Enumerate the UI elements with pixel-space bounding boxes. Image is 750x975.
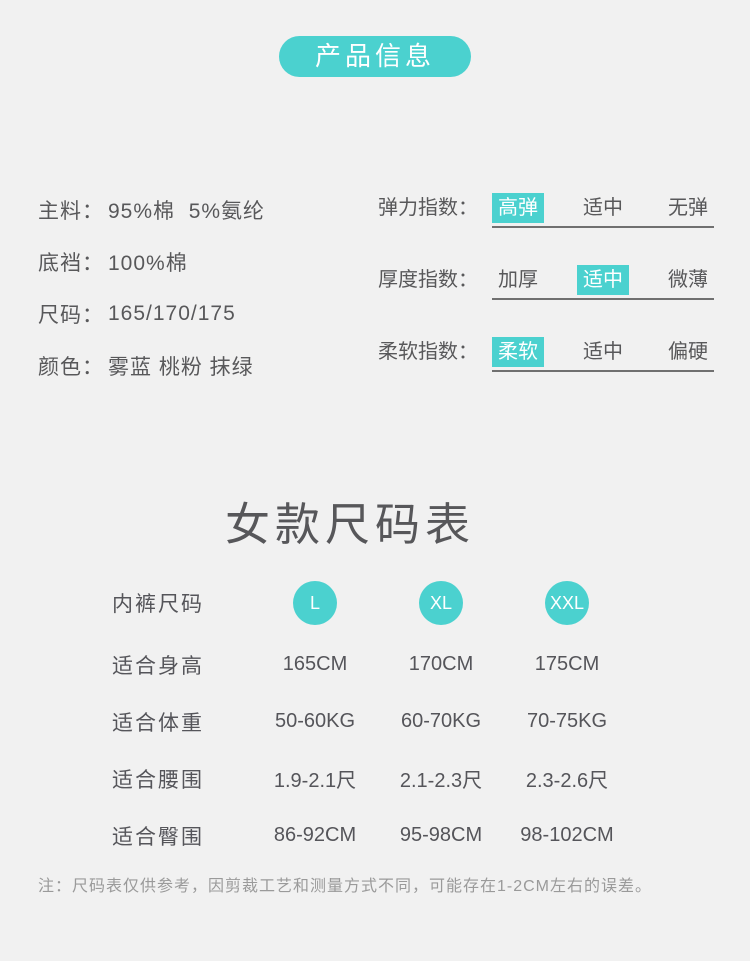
table-cell: 70-75KG [526,710,608,732]
table-cell: 175CM [534,653,600,675]
spec-label: 尺码： [38,304,104,327]
table-cell: 60-70KG [400,710,482,732]
spec-label: 颜色： [38,356,104,379]
size-table-header-label: 内裤尺码 [112,593,204,616]
table-cell: 50-60KG [274,710,356,732]
spec-value: 雾蓝 桃粉 抹绿 [108,356,254,379]
size-chart-title: 女款尺码表 [224,499,475,550]
spec-list: 主料： 95%棉 5%氨纶 底裆： 100%棉 尺码： 165/170/175 … [38,184,265,392]
size-badge-l: L [293,581,337,625]
size-badge-cell: XXL [504,570,630,636]
table-cell: 2.1-2.3尺 [399,770,483,792]
index-option: 加厚 [498,269,538,291]
size-badge-xxl: XXL [545,581,589,625]
index-option: 无弹 [668,197,708,219]
index-options: 柔软 适中 偏硬 [492,337,714,372]
spec-row-color: 颜色： 雾蓝 桃粉 抹绿 [38,340,265,392]
table-cell: 95-98CM [399,824,483,846]
table-row-label-waist: 适合腰围 [112,768,204,792]
index-label: 厚度指数： [378,269,478,291]
table-cell: 86-92CM [273,824,357,846]
table-row-label-hip: 适合臀围 [112,825,204,849]
spec-row-size: 尺码： 165/170/175 [38,288,265,340]
size-badge-cell: L [252,570,378,636]
spec-label: 主料： [38,200,104,223]
table-cell: 165CM [282,653,348,675]
size-chart-disclaimer: 注：尺码表仅供参考，因剪裁工艺和测量方式不同，可能存在1-2CM左右的误差。 [38,878,653,895]
index-list: 弹力指数： 高弹 适中 无弹 厚度指数： 加厚 适中 微薄 柔软指数： 柔软 适… [378,193,714,409]
table-cell: 2.3-2.6尺 [525,770,609,792]
index-option: 适中 [577,265,629,295]
spec-row-material: 主料： 95%棉 5%氨纶 [38,184,265,236]
index-option: 偏硬 [668,341,708,363]
index-option: 柔软 [492,337,544,367]
index-label: 柔软指数： [378,341,478,363]
spec-value: 95%棉 5%氨纶 [108,200,266,223]
index-row-thickness: 厚度指数： 加厚 适中 微薄 [378,265,714,300]
table-cell: 1.9-2.1尺 [273,770,357,792]
spec-label: 底裆： [38,252,104,275]
index-row-softness: 柔软指数： 柔软 适中 偏硬 [378,337,714,372]
size-badge-cell: XL [378,570,504,636]
index-option: 微薄 [668,269,708,291]
index-row-elasticity: 弹力指数： 高弹 适中 无弹 [378,193,714,228]
index-option: 高弹 [492,193,544,223]
bottom-strip [0,961,750,975]
spec-value: 165/170/175 [108,302,236,325]
spec-value: 100%棉 [108,252,188,275]
size-table: 内裤尺码 L XL XXL 适合身高 165CM 170CM 175CM 适合体… [112,570,614,864]
index-option: 适中 [583,197,623,219]
index-label: 弹力指数： [378,197,478,219]
table-row-label-weight: 适合体重 [112,711,204,735]
table-row-label-height: 适合身高 [112,654,204,678]
size-badge-xl: XL [419,581,463,625]
index-options: 高弹 适中 无弹 [492,193,714,228]
index-options: 加厚 适中 微薄 [492,265,714,300]
index-option: 适中 [583,341,623,363]
product-info-badge: 产品信息 [278,36,472,77]
spec-row-crotch: 底裆： 100%棉 [38,236,265,288]
table-cell: 98-102CM [520,824,614,846]
table-cell: 170CM [408,653,474,675]
